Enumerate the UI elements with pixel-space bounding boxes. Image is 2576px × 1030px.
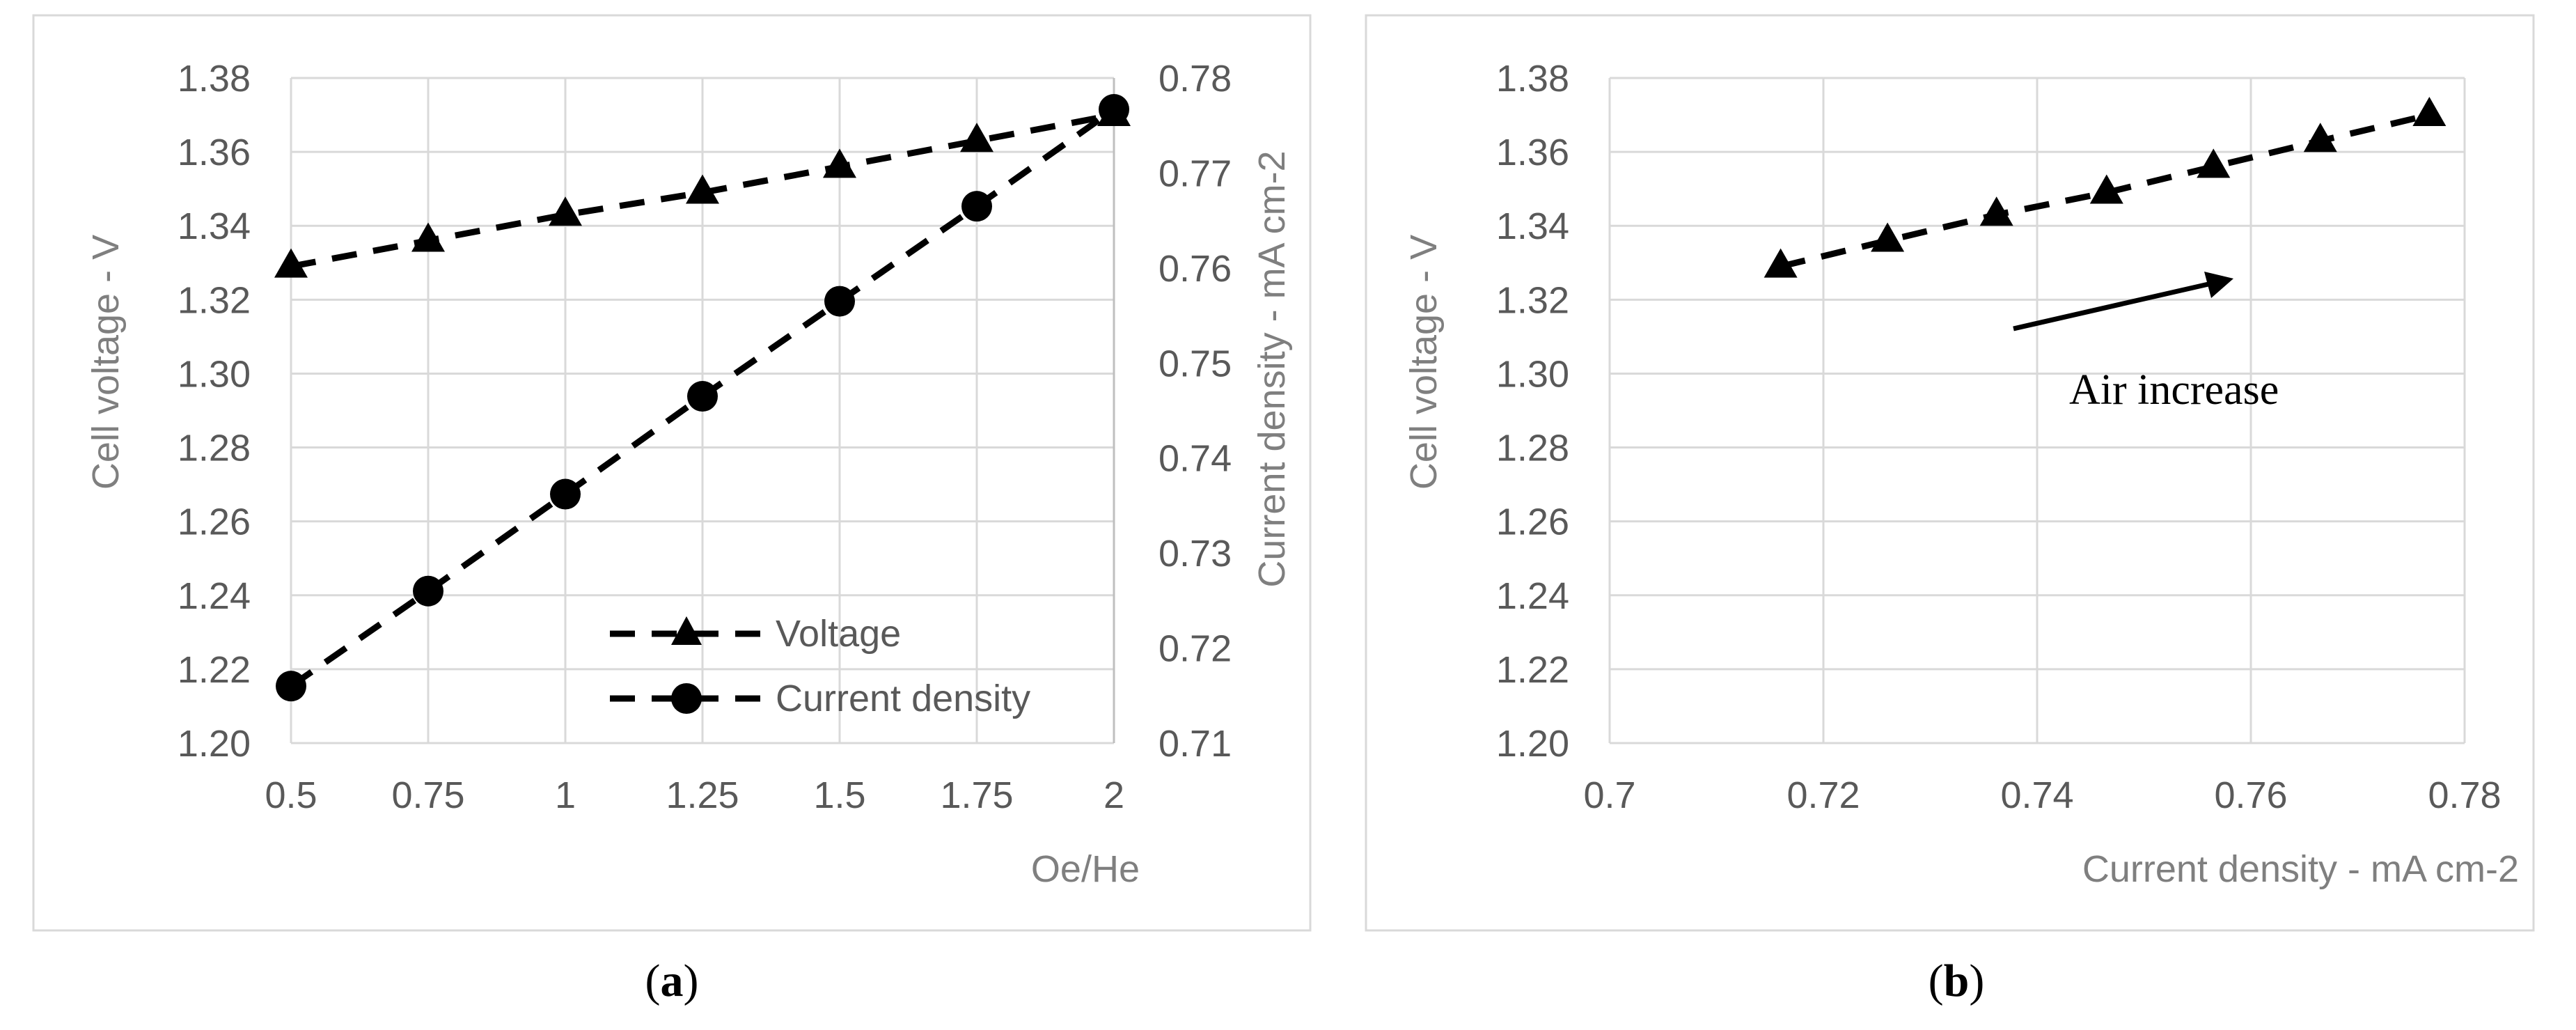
y-tick-label: 1.34 [1496, 205, 1569, 247]
y-tick-label: 1.28 [178, 428, 251, 469]
y-tick-label: 1.38 [1496, 58, 1569, 100]
x-tick-label: 1.5 [813, 774, 865, 816]
data-point-voltage [1871, 222, 1905, 252]
data-point-voltage [823, 148, 856, 178]
x-tick-label: 1.25 [666, 774, 739, 816]
legend-triangle-icon [671, 616, 702, 645]
y2-tick-label: 0.76 [1159, 248, 1232, 290]
chart-panel-a: 1.20 1.22 1.24 1.26 1.28 1.30 1.32 1.34 1.36 1.38… [32, 14, 1312, 932]
data-point-voltage [2303, 123, 2337, 153]
x-tick-label: 0.74 [2000, 774, 2073, 816]
data-point-voltage [1764, 248, 1798, 278]
data-point-voltage [411, 222, 445, 252]
data-point-current-density [687, 381, 718, 412]
y-tick-label: 1.20 [1496, 723, 1569, 765]
annotation-arrow [2013, 272, 2233, 331]
data-point-current-density [1099, 94, 1129, 125]
chart-frame-b [1365, 14, 2535, 932]
y2-tick-label: 0.78 [1159, 58, 1232, 100]
legend-label-voltage: Voltage [776, 613, 901, 655]
y2-tick-label: 0.74 [1159, 438, 1232, 480]
series-b [1764, 97, 2447, 278]
y2-tick-label: 0.72 [1159, 628, 1232, 670]
legend-a: Voltage Current density [610, 613, 1030, 719]
data-point-current-density [550, 478, 581, 510]
y-tick-label: 1.36 [1496, 132, 1569, 173]
legend-circle-icon [671, 683, 702, 714]
panel-label-a: (a) [645, 955, 699, 1006]
series-a [274, 94, 1131, 702]
data-point-voltage [1979, 196, 2013, 226]
y-tick-label: 1.20 [178, 723, 251, 765]
data-point-voltage [2412, 97, 2447, 127]
data-point-current-density [824, 286, 855, 317]
gridlines-a [290, 77, 1115, 744]
tick-labels-b: 1.20 1.22 1.24 1.26 1.28 1.30 1.32 1.34 1.36 1.38… [1496, 58, 2502, 816]
legend-label-current-density: Current density [776, 678, 1030, 719]
data-point-current-density [961, 191, 992, 222]
y2-axis-title-a: Current density - mA cm-2 [1251, 150, 1293, 587]
x-axis-title-b: Current density - mA cm-2 [2082, 848, 2519, 890]
x-tick-label: 0.76 [2214, 774, 2287, 816]
y-tick-label: 1.32 [1496, 279, 1569, 321]
y-tick-label: 1.32 [178, 279, 251, 321]
arrowhead-icon [2204, 272, 2233, 298]
data-point-voltage [686, 174, 719, 204]
chart-panel-b: 1.20 1.22 1.24 1.26 1.28 1.30 1.32 1.34 1.36 1.38… [1365, 14, 2535, 932]
x-axis-title-a: Oe/He [1031, 848, 1140, 890]
x-tick-label: 2 [1104, 774, 1124, 816]
legend-swatch-voltage [610, 616, 763, 645]
data-point-voltage [960, 123, 994, 153]
y-tick-label: 1.38 [178, 58, 251, 100]
x-tick-label: 0.72 [1786, 774, 1860, 816]
y-tick-label: 1.22 [178, 649, 251, 691]
y-tick-label: 1.30 [178, 353, 251, 395]
y-tick-label: 1.28 [1496, 428, 1569, 469]
panel-label-b: (b) [1929, 955, 1985, 1006]
data-point-voltage [549, 196, 582, 226]
x-tick-label: 0.7 [1583, 774, 1635, 816]
x-tick-label: 1 [555, 774, 576, 816]
x-tick-label: 0.5 [265, 774, 317, 816]
y-tick-label: 1.24 [178, 575, 251, 617]
tick-labels-a: 1.20 1.22 1.24 1.26 1.28 1.30 1.32 1.34 1.36 1.38… [178, 58, 1232, 816]
y-tick-label: 1.36 [178, 132, 251, 173]
y2-tick-label: 0.75 [1159, 343, 1232, 384]
chart-frame-a [32, 14, 1312, 932]
y-axis-title-a: Cell voltage - V [85, 235, 127, 490]
y2-tick-label: 0.73 [1159, 533, 1232, 575]
y-tick-label: 1.26 [178, 501, 251, 543]
y-tick-label: 1.30 [1496, 353, 1569, 395]
y-tick-label: 1.34 [178, 205, 251, 247]
x-tick-label: 0.78 [2428, 774, 2501, 816]
data-point-voltage [2197, 148, 2231, 178]
data-point-current-density [276, 671, 306, 702]
data-point-voltage [274, 248, 308, 278]
legend-swatch-current-density [610, 683, 763, 714]
data-point-voltage [2089, 174, 2123, 204]
gridlines-b [1608, 77, 2466, 744]
annotation-air-increase: Air increase [2069, 366, 2279, 414]
y2-tick-label: 0.71 [1159, 723, 1232, 765]
y-tick-label: 1.22 [1496, 649, 1569, 691]
y2-tick-label: 0.77 [1159, 153, 1232, 194]
data-point-current-density [413, 575, 443, 607]
x-tick-label: 1.75 [940, 774, 1013, 816]
x-tick-label: 0.75 [391, 774, 464, 816]
y-axis-title-b: Cell voltage - V [1403, 235, 1445, 490]
y-tick-label: 1.26 [1496, 501, 1569, 543]
y-tick-label: 1.24 [1496, 575, 1569, 617]
